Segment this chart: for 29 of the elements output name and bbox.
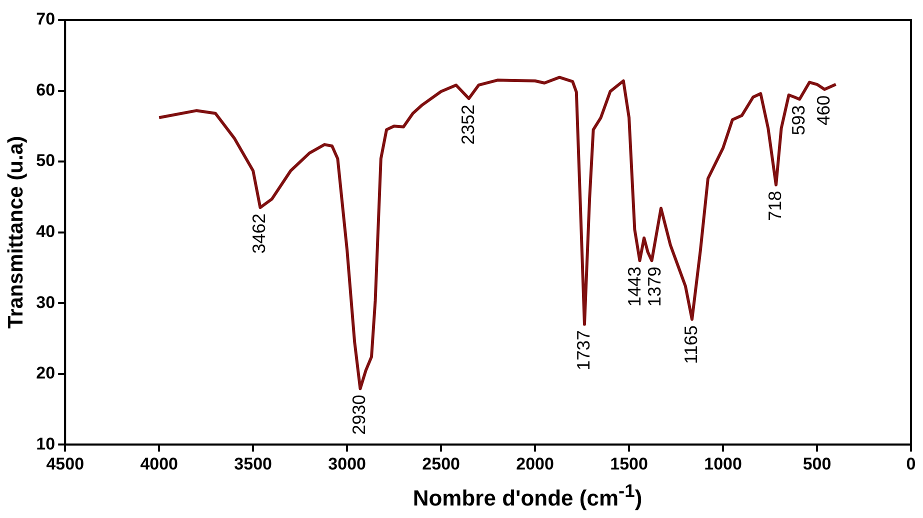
annotation: 1379 xyxy=(644,266,665,307)
x-tick-label: 500 xyxy=(802,454,832,474)
y-tick-label: 60 xyxy=(36,80,56,100)
annotation: 718 xyxy=(765,190,785,221)
annotation: 3462 xyxy=(249,214,270,254)
y-axis-title: Transmittance (u.a) xyxy=(4,136,28,329)
x-tick-label: 2000 xyxy=(516,454,554,474)
y-tick-label: 70 xyxy=(36,10,56,29)
y-tick-label: 30 xyxy=(36,292,56,312)
x-axis-title: Nombre d'onde (cm$^{-1}$) xyxy=(412,480,644,512)
x-tick-label: 3000 xyxy=(328,454,366,474)
annotation: 460 xyxy=(814,95,834,126)
y-tick-label: 20 xyxy=(36,364,56,383)
x-tick-label: 1000 xyxy=(704,454,742,474)
annotation: 1737 xyxy=(573,330,594,370)
annotation: 2352 xyxy=(458,104,478,145)
y-tick-label: 50 xyxy=(36,151,56,170)
y-tick-label: 10 xyxy=(36,434,56,454)
annotation: 593 xyxy=(788,105,808,136)
x-tick-label: 4500 xyxy=(46,454,84,474)
x-tick-label: 2500 xyxy=(422,454,460,474)
annotation: 2930 xyxy=(349,394,370,435)
x-tick-label: 1500 xyxy=(610,454,648,474)
annotation: 1165 xyxy=(680,325,701,364)
annotation: 1443 xyxy=(624,266,645,307)
x-tick-label: 3500 xyxy=(234,454,272,474)
x-tick-label: 0 xyxy=(906,454,916,474)
x-tick-label: 4000 xyxy=(140,454,178,474)
y-tick-label: 40 xyxy=(36,222,56,241)
